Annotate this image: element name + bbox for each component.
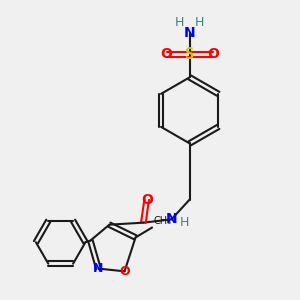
- Text: O: O: [207, 47, 219, 61]
- Text: N: N: [166, 212, 177, 226]
- Text: N: N: [184, 26, 195, 40]
- Text: H: H: [175, 16, 184, 29]
- Text: H: H: [180, 216, 189, 229]
- Text: O: O: [119, 265, 130, 278]
- Text: H: H: [195, 16, 204, 29]
- Text: S: S: [185, 47, 194, 62]
- Text: CH₃: CH₃: [154, 216, 172, 226]
- Text: O: O: [160, 47, 172, 61]
- Text: O: O: [141, 193, 153, 206]
- Text: N: N: [93, 262, 103, 275]
